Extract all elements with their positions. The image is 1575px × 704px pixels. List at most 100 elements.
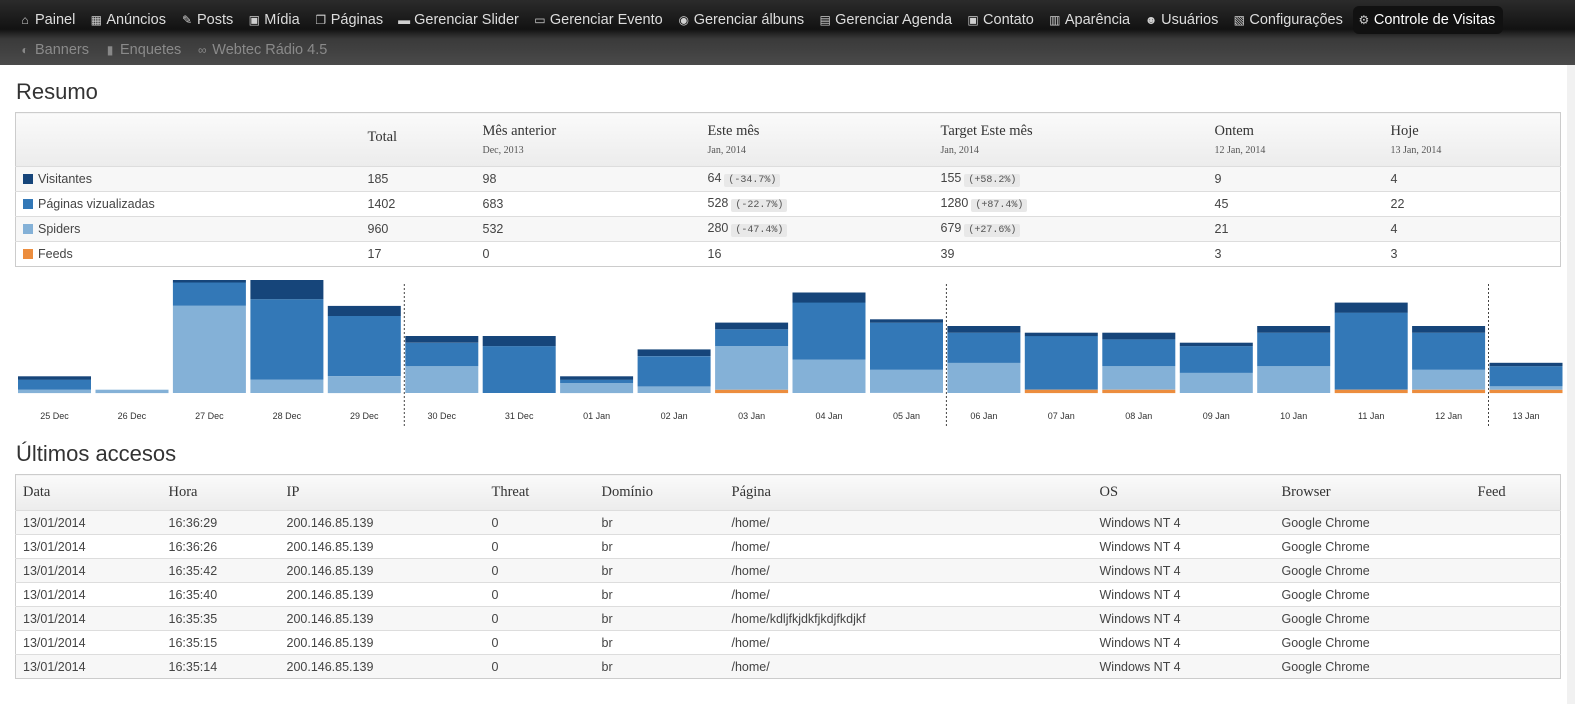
log-col-ip[interactable]: IP (279, 474, 485, 511)
menu-item-gerenciar-albuns[interactable]: ◉ Gerenciar álbuns (673, 6, 814, 34)
pushpin-icon: ✎ (181, 13, 192, 27)
menu-item-contato[interactable]: ▣ Contato (962, 6, 1044, 34)
log-col-os[interactable]: OS (1092, 474, 1275, 511)
log-col-feed[interactable]: Feed (1470, 474, 1561, 511)
log-col-hora[interactable]: Hora (161, 474, 280, 511)
log-cell-data: 13/01/2014 (15, 582, 162, 607)
media-icon: ▣ (248, 13, 260, 27)
bar-visitantes-05-jan (870, 319, 943, 323)
log-cell-os: Windows NT 4 (1092, 582, 1275, 607)
log-header-row: Data Hora IP Threat Domínio Página OS Browser Fe… (15, 474, 1561, 511)
menu-item-enquetes[interactable]: ▮ Enquetes (99, 36, 191, 64)
menu-item-gerenciar-evento[interactable]: ▭ Gerenciar Evento (529, 6, 673, 34)
log-cell-browser: Google Chrome (1274, 558, 1471, 583)
log-cell-os: Windows NT 4 (1092, 558, 1275, 583)
bar-spiders-09-jan (1179, 372, 1253, 393)
menu-item-banners[interactable]: ◐ Banners (14, 36, 99, 64)
log-cell-hora: 16:36:26 (161, 534, 280, 559)
summary-value: 9 (1214, 172, 1222, 186)
bar-spiders-13-jan (1489, 386, 1563, 390)
menu-item-label: Usuários (1161, 12, 1219, 28)
bar-spiders-27-dec (172, 305, 246, 393)
log-col-data[interactable]: Data (15, 474, 162, 511)
event-icon: ▭ (534, 13, 546, 27)
log-cell-pagina: /home/ (724, 558, 1093, 583)
menu-item-aparencia[interactable]: ▥ Aparência (1044, 6, 1140, 34)
summary-col-period: Jan, 2014 (940, 145, 979, 156)
menu-item-painel[interactable]: ⌂ Painel (14, 6, 85, 34)
summary-cell-today: 4 (1390, 166, 1561, 192)
x-tick-label: 26 Dec (118, 411, 147, 421)
recent-access-table: Data Hora IP Threat Domínio Página OS Browser Fe… (15, 474, 1561, 679)
summary-table: Total Mês anterior Dec, 2013 Este mês Jan, 2… (15, 112, 1561, 267)
summary-cell-today: 22 (1390, 191, 1561, 217)
summary-cell-prev: 532 (482, 216, 708, 242)
menu-item-gerenciar-slider[interactable]: ▬ Gerenciar Slider (393, 6, 529, 34)
page-scrollbar[interactable] (1567, 65, 1575, 704)
summary-col-period: Jan, 2014 (707, 145, 746, 156)
summary-value: 185 (367, 172, 389, 186)
menu-item-midia[interactable]: ▣ Mídia (243, 6, 309, 34)
percent-change-badge: (+87.4%) (971, 199, 1028, 212)
bar-visitantes-31-dec (482, 336, 556, 347)
menu-item-anuncios[interactable]: ▦ Anúncios (85, 6, 176, 34)
log-cell-threat: 0 (484, 582, 595, 607)
summary-value: 1280 (940, 196, 969, 210)
banners-icon: ◐ (21, 43, 29, 57)
admin-menu-bar: ⌂ Painel ▦ Anúncios ✎ Posts ▣ Mídia ❐ Páginas ▬ Ger… (0, 0, 1575, 65)
menu-item-webtec-radio-4-5[interactable]: ∞ Webtec Rádio 4.5 (191, 36, 337, 64)
summary-cell-today: 3 (1390, 241, 1561, 267)
summary-value: 528 (707, 196, 729, 210)
users-icon: ☻ (1144, 13, 1158, 27)
log-cell-os: Windows NT 4 (1092, 630, 1275, 655)
log-cell-threat: 0 (484, 654, 595, 679)
log-cell-hora: 16:35:42 (161, 558, 280, 583)
menu-item-paginas[interactable]: ❐ Páginas (310, 6, 393, 34)
log-cell-feed (1470, 534, 1561, 559)
bar-paginas-vizualizadas-12-jan (1412, 332, 1486, 370)
bar-visitantes-06-jan (947, 326, 1021, 333)
summary-value: 155 (940, 171, 962, 185)
bar-spiders-05-jan (870, 369, 943, 393)
log-cell-dominio: br (594, 582, 725, 607)
table-row: 13/01/2014 16:36:29 200.146.85.139 0 br/home… (15, 510, 1561, 535)
settings-icon: ▧ (1233, 13, 1246, 27)
summary-value: 683 (482, 197, 504, 211)
bar-visitantes-13-jan (1489, 362, 1563, 367)
summary-value: 4 (1390, 222, 1398, 236)
x-tick-label: 27 Dec (195, 411, 224, 421)
log-cell-data: 13/01/2014 (15, 558, 162, 583)
summary-cell-target: 155 (+58.2%) (940, 166, 1215, 192)
bar-paginas-vizualizadas-25-dec (18, 379, 91, 390)
summary-value: 17 (367, 247, 382, 261)
log-cell-pagina: /home/ (724, 654, 1093, 679)
menu-item-gerenciar-agenda[interactable]: ▤ Gerenciar Agenda (814, 6, 962, 34)
menu-item-label: Webtec Rádio 4.5 (212, 42, 328, 58)
bar-paginas-vizualizadas-10-jan (1257, 332, 1331, 367)
x-tick-label: 03 Jan (738, 411, 765, 421)
series-name: Spiders (38, 222, 81, 236)
appearance-icon: ▥ (1049, 13, 1061, 27)
x-tick-label: 04 Jan (815, 411, 842, 421)
bar-spiders-02-jan (637, 386, 711, 393)
summary-col-header: Hoje 13 Jan, 2014 (1390, 112, 1561, 167)
log-col-pagina[interactable]: Página (724, 474, 1093, 511)
menu-item-posts[interactable]: ✎ Posts (176, 6, 243, 34)
summary-cell-total: 1402 (367, 191, 483, 217)
log-cell-data: 13/01/2014 (15, 534, 162, 559)
log-cell-dominio: br (594, 534, 725, 559)
bar-feeds-03-jan (715, 389, 789, 394)
menu-item-configuracoes[interactable]: ▧ Configurações (1228, 6, 1353, 34)
log-col-browser[interactable]: Browser (1274, 474, 1471, 511)
log-cell-threat: 0 (484, 558, 595, 583)
menu-item-controle-de-visitas[interactable]: ⚙ Controle de Visitas (1352, 6, 1504, 34)
contact-icon: ▣ (967, 13, 979, 27)
log-col-dominio[interactable]: Domínio (594, 474, 725, 511)
bar-feeds-08-jan (1102, 389, 1176, 394)
summary-cell-name: Feeds (15, 241, 368, 267)
log-cell-os: Windows NT 4 (1092, 510, 1275, 535)
menu-item-label: Gerenciar Agenda (835, 12, 953, 28)
bar-visitantes-25-dec (18, 376, 91, 380)
menu-item-usuarios[interactable]: ☻ Usuários (1140, 6, 1228, 34)
log-col-threat[interactable]: Threat (484, 474, 595, 511)
